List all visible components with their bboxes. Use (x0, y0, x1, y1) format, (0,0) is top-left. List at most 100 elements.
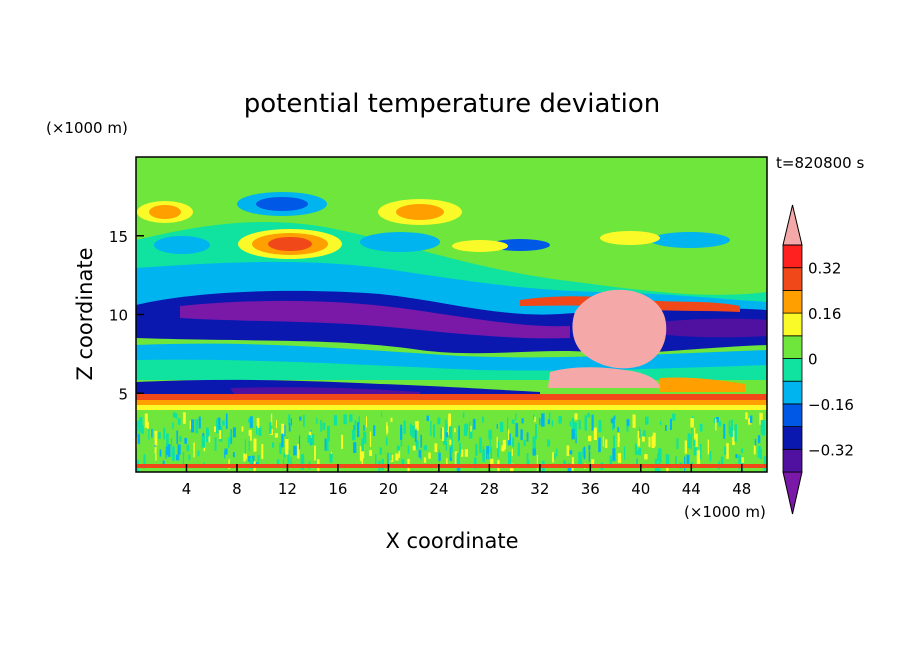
noise-speck (691, 428, 693, 437)
noise-speck (387, 426, 389, 433)
noise-speck (139, 417, 143, 433)
noise-speck (523, 440, 526, 446)
noise-speck (249, 458, 253, 469)
noise-speck (287, 449, 290, 464)
noise-speck (602, 436, 604, 447)
x-tick-label: 8 (232, 480, 242, 498)
warm-cell (600, 231, 660, 245)
noise-speck (447, 424, 450, 435)
noise-speck (412, 445, 416, 451)
noise-speck (588, 450, 591, 462)
y-axis-unit: (×1000 m) (46, 119, 128, 137)
noise-speck (243, 453, 246, 462)
noise-speck (634, 443, 637, 455)
noise-speck (740, 448, 744, 453)
noise-speck (636, 458, 638, 465)
x-tick-label: 4 (182, 480, 192, 498)
noise-speck (642, 436, 645, 442)
noise-speck (604, 439, 608, 448)
noise-speck (584, 415, 587, 431)
noise-speck (571, 457, 574, 471)
noise-speck (686, 454, 690, 465)
noise-speck (357, 422, 360, 438)
noise-speck (437, 417, 441, 425)
noise-speck (645, 416, 649, 425)
colorbar-bin (782, 448, 803, 473)
noise-speck (222, 420, 225, 426)
noise-speck (709, 451, 712, 462)
noise-speck (754, 438, 757, 446)
noise-speck (426, 415, 429, 421)
noise-speck (329, 453, 333, 463)
noise-speck (556, 448, 558, 457)
noise-speck (573, 422, 577, 437)
colorbar-bin (782, 426, 803, 450)
noise-speck (535, 424, 537, 440)
noise-speck (379, 447, 382, 455)
noise-speck (623, 446, 626, 460)
noise-speck (665, 454, 670, 465)
noise-speck (699, 423, 703, 432)
noise-speck (154, 443, 157, 454)
noise-speck (693, 437, 696, 447)
colorbar-bin (782, 267, 803, 291)
noise-speck (420, 434, 422, 448)
colorbar-bin (782, 289, 803, 314)
noise-speck (433, 424, 435, 438)
noise-speck (390, 417, 393, 422)
noise-speck (718, 421, 721, 427)
noise-speck (730, 419, 733, 430)
noise-speck (172, 412, 176, 418)
noise-speck (256, 418, 260, 428)
noise-speck (502, 439, 506, 450)
y-tick-label: 5 (118, 385, 128, 403)
y-axis-label: Z coordinate (73, 247, 97, 380)
noise-speck (707, 439, 709, 455)
convective-cell (572, 289, 667, 369)
colorbar: 0.32 0.16 0 −0.16 −0.32 (782, 204, 854, 515)
noise-speck (151, 428, 153, 438)
noise-speck (451, 438, 453, 453)
noise-speck (670, 418, 672, 430)
noise-speck (253, 438, 257, 452)
noise-speck (285, 438, 289, 455)
noise-speck (558, 416, 562, 424)
noise-speck (167, 444, 171, 457)
noise-speck (177, 418, 181, 425)
noise-speck (715, 419, 717, 431)
noise-speck (316, 417, 318, 424)
noise-speck (454, 428, 456, 433)
noise-speck (445, 441, 448, 451)
noise-speck (245, 453, 247, 460)
noise-speck (571, 418, 574, 434)
noise-speck (188, 454, 191, 461)
noise-speck (224, 448, 228, 455)
noise-speck (276, 459, 280, 466)
noise-speck (195, 419, 199, 434)
noise-speck (176, 430, 179, 444)
noise-speck (387, 452, 389, 466)
x-tick-label: 12 (278, 480, 297, 498)
noise-speck (521, 418, 524, 424)
noise-speck (474, 457, 477, 469)
noise-speck (588, 435, 592, 442)
noise-speck (182, 452, 185, 468)
noise-speck (527, 459, 530, 467)
colorbar-bin (782, 335, 803, 359)
noise-speck (511, 419, 515, 424)
noise-speck (459, 442, 461, 454)
noise-speck (373, 425, 376, 437)
noise-speck (298, 435, 301, 450)
noise-speck (141, 425, 144, 434)
noise-speck (762, 420, 766, 436)
x-tick-label: 16 (328, 480, 347, 498)
noise-speck (401, 459, 405, 466)
noise-speck (750, 415, 753, 424)
noise-speck (486, 445, 490, 460)
noise-speck (248, 429, 252, 441)
noise-speck (244, 439, 246, 455)
warm-layer (136, 394, 767, 400)
noise-speck (583, 446, 586, 460)
noise-speck (617, 427, 620, 432)
upper-cold-core (180, 300, 570, 339)
